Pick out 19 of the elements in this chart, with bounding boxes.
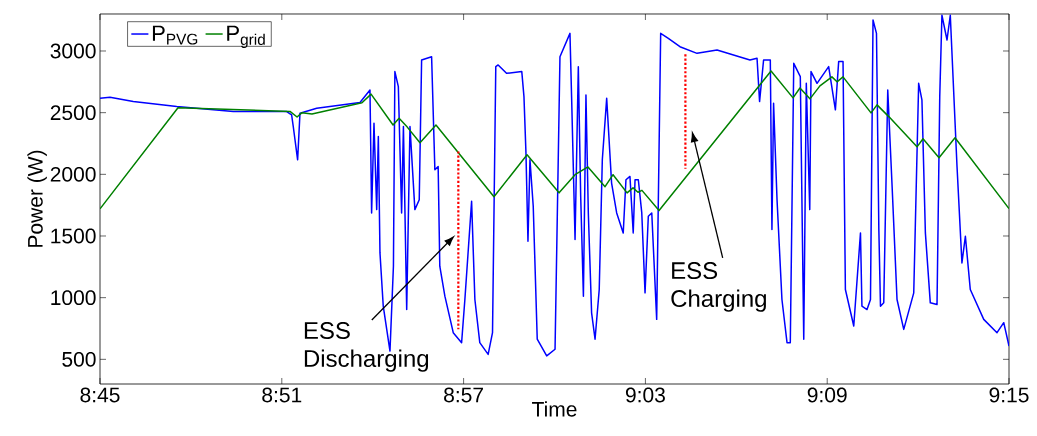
y-tick-label: 1000: [51, 290, 96, 306]
y-tick-label: 3000: [50, 43, 96, 59]
x-tick-label: 8:57: [444, 387, 483, 403]
x-tick-label: 8:51: [262, 387, 302, 403]
y-tick-label: 500: [62, 351, 96, 367]
annotation: ESS Charging: [671, 262, 766, 312]
annotation: ESS Discharging: [304, 322, 429, 372]
line-series: [100, 70, 1010, 212]
y-tick-label: 2000: [50, 166, 96, 182]
x-tick-label: 9:09: [807, 387, 847, 403]
y-tick-label: 1500: [51, 228, 96, 244]
y-axis-title: Power (W): [27, 150, 47, 247]
legend-label: P$_{PVG}$: [152, 25, 198, 45]
x-tick-label: 8:45: [80, 387, 120, 403]
legend-label: P$_{grid}$: [227, 25, 265, 49]
x-tick-label: 9:03: [625, 387, 665, 403]
x-tick-label: 9:15: [989, 387, 1029, 403]
x-axis-title: Time: [532, 401, 577, 417]
y-tick-label: 2500: [50, 105, 96, 121]
